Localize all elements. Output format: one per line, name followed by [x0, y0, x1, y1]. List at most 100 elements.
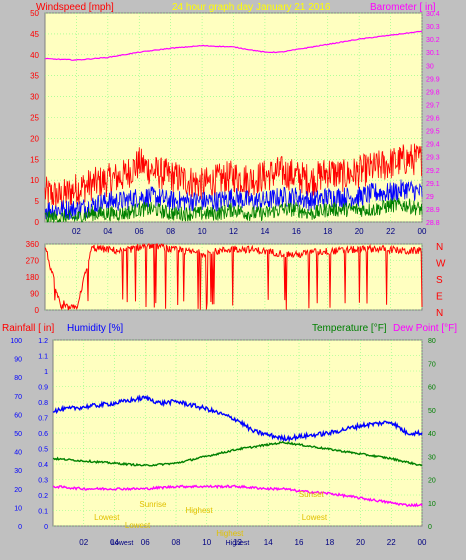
windspeed-tick-label: 30 — [30, 93, 39, 102]
barometer-tick-label: 29.6 — [426, 116, 440, 123]
humidity-tick-label: 30 — [14, 468, 22, 475]
rainfall-tick-label: 0.8 — [38, 400, 48, 407]
chart-annotation: Sunset — [299, 490, 325, 499]
barometer-tick-label: 30.3 — [426, 24, 440, 31]
bottom-axis-note: Lowest — [111, 540, 133, 547]
barometer-tick-label: 29 — [426, 194, 434, 201]
barometer-tick-label: 29.7 — [426, 102, 440, 109]
humidity-tick-label: 50 — [14, 431, 22, 438]
rainfall-tick-label: 0.4 — [38, 462, 48, 469]
temperature-tick-label: 10 — [428, 501, 436, 508]
wind-x-tick-label: 04 — [103, 227, 112, 236]
bottom-x-tick-label: 00 — [418, 538, 427, 547]
temperature-tick-label: 0 — [428, 524, 432, 531]
bottom-x-tick-label: 06 — [141, 538, 150, 547]
temperature-tick-label: 30 — [428, 454, 436, 461]
humidity-tick-label: 70 — [14, 394, 22, 401]
barometer-tick-label: 29.1 — [426, 181, 440, 188]
windspeed-tick-label: 50 — [30, 9, 39, 18]
barometer-tick-label: 29.2 — [426, 168, 440, 175]
barometer-tick-label: 29.4 — [426, 142, 440, 149]
bottom-x-tick-label: 12 — [233, 538, 242, 547]
barometer-tick-label: 29.5 — [426, 129, 440, 136]
bottom-x-tick-label: 14 — [264, 538, 273, 547]
chart-annotation: Lowest — [94, 513, 120, 522]
windspeed-tick-label: 20 — [30, 134, 39, 143]
windspeed-tick-label: 15 — [30, 155, 39, 164]
windspeed-tick-label: 5 — [35, 197, 40, 206]
humidity-temperature-panel: 010203040506070809010000.10.20.30.40.50.… — [10, 338, 436, 547]
chart-annotation: Lowest — [302, 513, 328, 522]
humidity-axis-label: Humidity [%] — [67, 323, 123, 334]
bottom-x-tick-label: 20 — [356, 538, 365, 547]
direction-tick-label: 180 — [26, 273, 40, 282]
chart-title: 24 hour graph day January 21 2016 — [172, 2, 331, 13]
rainfall-axis-label: Rainfall [ in] — [2, 323, 54, 334]
wind-gust-series — [44, 143, 423, 209]
wind-x-tick-label: 18 — [323, 227, 332, 236]
rainfall-tick-label: 1.1 — [38, 354, 48, 361]
wind-x-tick-label: 06 — [135, 227, 144, 236]
wind-x-tick-label: 20 — [355, 227, 364, 236]
bottom-x-tick-label: 08 — [172, 538, 181, 547]
bottom-x-tick-label: 04 — [110, 538, 119, 547]
rainfall-tick-label: 1 — [44, 369, 48, 376]
bottom-x-tick-label: 02 — [79, 538, 88, 547]
wind-average-series — [44, 179, 423, 220]
rainfall-tick-label: 0.5 — [38, 447, 48, 454]
temperature-tick-label: 60 — [428, 385, 436, 392]
barometer-series — [44, 30, 423, 61]
windspeed-tick-label: 10 — [30, 176, 39, 185]
windspeed-tick-label: 35 — [30, 72, 39, 81]
windspeed-tick-label: 0 — [35, 218, 40, 227]
wind-direction-series — [44, 243, 423, 311]
wind-panel: 0 5 10 15 20 25 30 35 40 45 50 28.8 28.9 29 29.1 29.2 29… — [30, 9, 440, 236]
humidity-tick-label: 40 — [14, 450, 22, 457]
chart-annotation: Lowest — [125, 521, 151, 530]
barometer-tick-label: 30.2 — [426, 37, 440, 44]
bottom-axis-note: Highest — [226, 540, 250, 547]
compass-label: S — [436, 275, 443, 286]
temperature-tick-label: 80 — [428, 338, 436, 345]
rainfall-tick-label: 0.7 — [38, 416, 48, 423]
humidity-tick-label: 10 — [14, 505, 22, 512]
wind-x-tick-label: 10 — [198, 227, 207, 236]
direction-tick-label: 90 — [30, 290, 39, 299]
rainfall-tick-label: 0.3 — [38, 478, 48, 485]
bottom-x-tick-label: 16 — [295, 538, 304, 547]
wind-x-tick-label: 16 — [292, 227, 301, 236]
temperature-axis-label: Temperature [°F] — [312, 323, 387, 334]
barometer-axis-label: Barometer [ in] — [370, 2, 436, 13]
barometer-tick-label: 28.9 — [426, 207, 440, 214]
wind-x-tick-label: 14 — [260, 227, 269, 236]
humidity-tick-label: 90 — [14, 357, 22, 364]
temperature-tick-label: 20 — [428, 478, 436, 485]
bottom-x-tick-label: 18 — [325, 538, 334, 547]
direction-tick-label: 360 — [26, 240, 40, 249]
dewpoint-axis-label: Dew Point [°F] — [393, 323, 457, 334]
wind-x-tick-label: 08 — [166, 227, 175, 236]
compass-label: W — [436, 259, 446, 270]
direction-tick-label: 0 — [35, 306, 40, 315]
windspeed-axis-label: Windspeed [mph] — [36, 2, 114, 13]
rainfall-tick-label: 0.1 — [38, 509, 48, 516]
barometer-tick-label: 29.8 — [426, 89, 440, 96]
barometer-tick-label: 29.3 — [426, 155, 440, 162]
temperature-tick-label: 70 — [428, 361, 436, 368]
compass-label: E — [436, 292, 443, 303]
direction-tick-label: 270 — [26, 257, 40, 266]
barometer-tick-label: 30 — [426, 63, 434, 70]
temperature-series — [52, 440, 423, 467]
wind-x-tick-label: 00 — [418, 227, 427, 236]
humidity-tick-label: 20 — [14, 487, 22, 494]
humidity-tick-label: 100 — [10, 338, 22, 345]
rainfall-tick-label: 1.2 — [38, 338, 48, 345]
humidity-tick-label: 0 — [18, 524, 22, 531]
barometer-tick-label: 29.9 — [426, 76, 440, 83]
humidity-series — [52, 394, 423, 443]
humidity-tick-label: 60 — [14, 412, 22, 419]
temperature-tick-label: 40 — [428, 431, 436, 438]
bottom-x-tick-label: 22 — [387, 538, 396, 547]
wind-x-tick-label: 12 — [229, 227, 238, 236]
